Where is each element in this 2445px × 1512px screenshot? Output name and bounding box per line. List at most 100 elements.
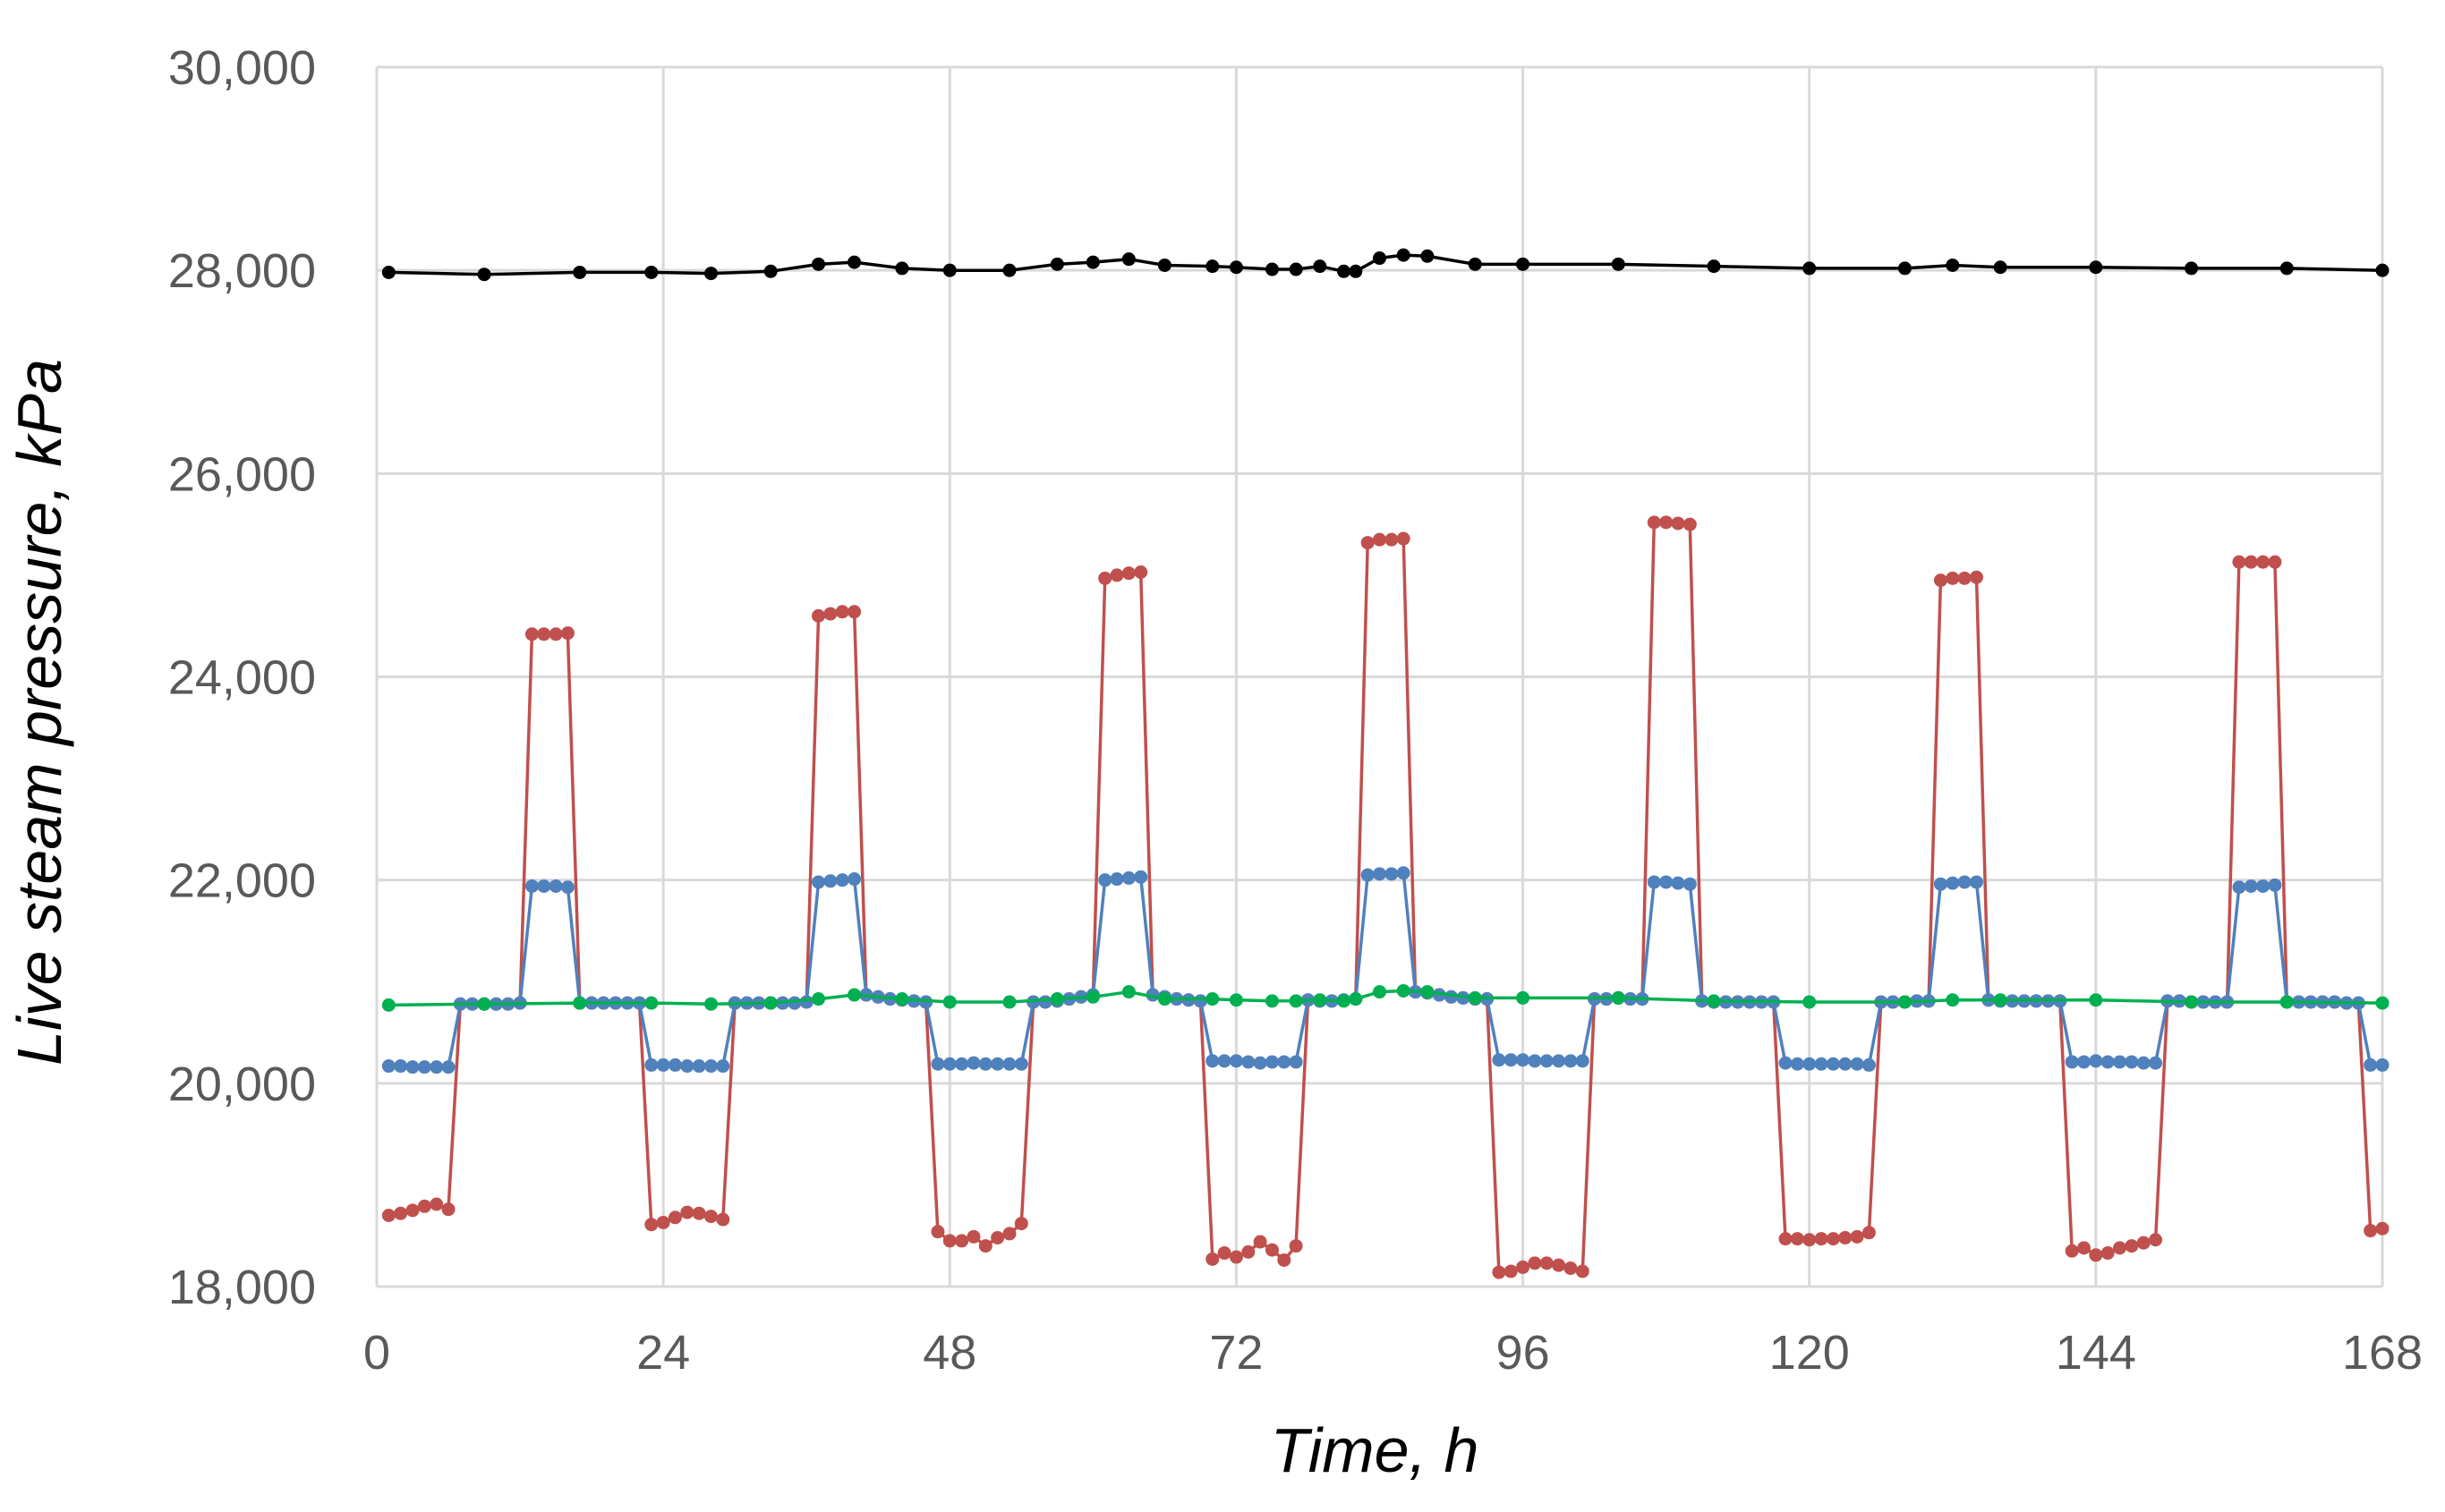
data-point (1217, 1246, 1231, 1261)
data-point (381, 998, 396, 1012)
series-line (388, 521, 2383, 1274)
data-point (1575, 1264, 1589, 1278)
data-point (1289, 994, 1303, 1008)
data-point (644, 1058, 659, 1072)
data-point (848, 988, 862, 1002)
data-point (1528, 1054, 1542, 1068)
data-point (1110, 568, 1124, 582)
data-point (1552, 1054, 1566, 1068)
data-point (1516, 1053, 1530, 1067)
data-point (2149, 1056, 2163, 1070)
data-point (549, 879, 563, 893)
data-point (381, 1208, 396, 1222)
series-line (388, 871, 2382, 1069)
data-point (955, 1057, 969, 1071)
grid (375, 65, 2384, 1288)
data-point (1850, 1229, 1864, 1244)
data-point (2375, 263, 2390, 277)
data-point (848, 605, 862, 619)
data-point (2232, 880, 2246, 895)
data-point (1110, 872, 1124, 887)
series-3 (381, 983, 2390, 1012)
data-point (1121, 252, 1136, 267)
data-point (1516, 1260, 1530, 1274)
data-point (1229, 1250, 1243, 1264)
data-point (1349, 992, 1363, 1007)
data-point (2256, 879, 2270, 893)
data-point (2149, 1233, 2163, 1247)
data-point (1850, 1057, 1864, 1071)
data-point (716, 1059, 730, 1074)
data-point (1826, 1057, 1840, 1071)
data-point (668, 1210, 682, 1225)
data-point (405, 1203, 420, 1218)
data-point (1802, 995, 1817, 1009)
data-point (1289, 1239, 1303, 1253)
data-point (1707, 994, 1721, 1008)
data-point (1098, 873, 1112, 888)
data-point (1539, 1256, 1554, 1270)
data-point (942, 1057, 957, 1071)
data-point (1002, 1057, 1017, 1071)
data-point (1205, 1054, 1220, 1068)
data-point (524, 627, 539, 641)
data-point (1193, 994, 1207, 1008)
data-point (381, 265, 396, 279)
data-point (1360, 868, 1375, 882)
data-point (537, 627, 551, 641)
data-point (1086, 255, 1100, 269)
data-point (381, 1059, 396, 1074)
data-point (1002, 1227, 1017, 1241)
data-point (1384, 867, 1399, 881)
data-point (835, 873, 849, 888)
data-point (1861, 1226, 1876, 1240)
data-point (1802, 1057, 1817, 1071)
data-point (704, 1210, 718, 1224)
data-point (1360, 536, 1375, 550)
data-point (1492, 1053, 1506, 1067)
data-point (1778, 1232, 1793, 1246)
data-point (2089, 1054, 2103, 1068)
data-point (1349, 264, 1363, 278)
data-point (1002, 995, 1017, 1009)
data-point (1838, 1057, 1853, 1071)
data-point (2375, 1058, 2390, 1072)
data-point (1289, 1055, 1303, 1069)
data-point (644, 996, 659, 1010)
data-point (942, 1234, 957, 1248)
data-point (1552, 1258, 1566, 1272)
series-0 (381, 248, 2390, 282)
data-point (1265, 994, 1279, 1008)
data-point (2125, 1239, 2139, 1253)
data-point (1504, 1264, 1518, 1278)
data-point (799, 995, 814, 1009)
data-point (823, 607, 838, 621)
data-point (1897, 995, 1912, 1009)
data-point (1396, 531, 1410, 546)
data-point (716, 1212, 730, 1227)
data-point (1671, 516, 1685, 531)
data-point (1373, 532, 1386, 547)
data-point (2232, 555, 2246, 569)
data-point (978, 1057, 992, 1071)
y-tick-label: 22,000 (168, 854, 316, 908)
data-point (1993, 260, 2007, 275)
data-point (931, 1057, 945, 1071)
data-point (1336, 994, 1350, 1008)
data-point (1814, 1057, 1828, 1071)
data-point (1253, 1056, 1267, 1070)
data-point (788, 996, 802, 1010)
data-point (931, 1225, 945, 1239)
data-point (1420, 249, 1435, 263)
data-point (2089, 260, 2103, 275)
data-point (1671, 876, 1685, 890)
data-point (477, 268, 491, 282)
data-point (1957, 571, 1972, 585)
x-tick-label: 72 (1209, 1326, 1263, 1380)
data-point (1229, 1054, 1243, 1068)
data-point (2268, 878, 2282, 892)
data-point (2125, 1055, 2139, 1069)
data-point (1933, 573, 1947, 588)
data-point (1265, 1243, 1279, 1257)
